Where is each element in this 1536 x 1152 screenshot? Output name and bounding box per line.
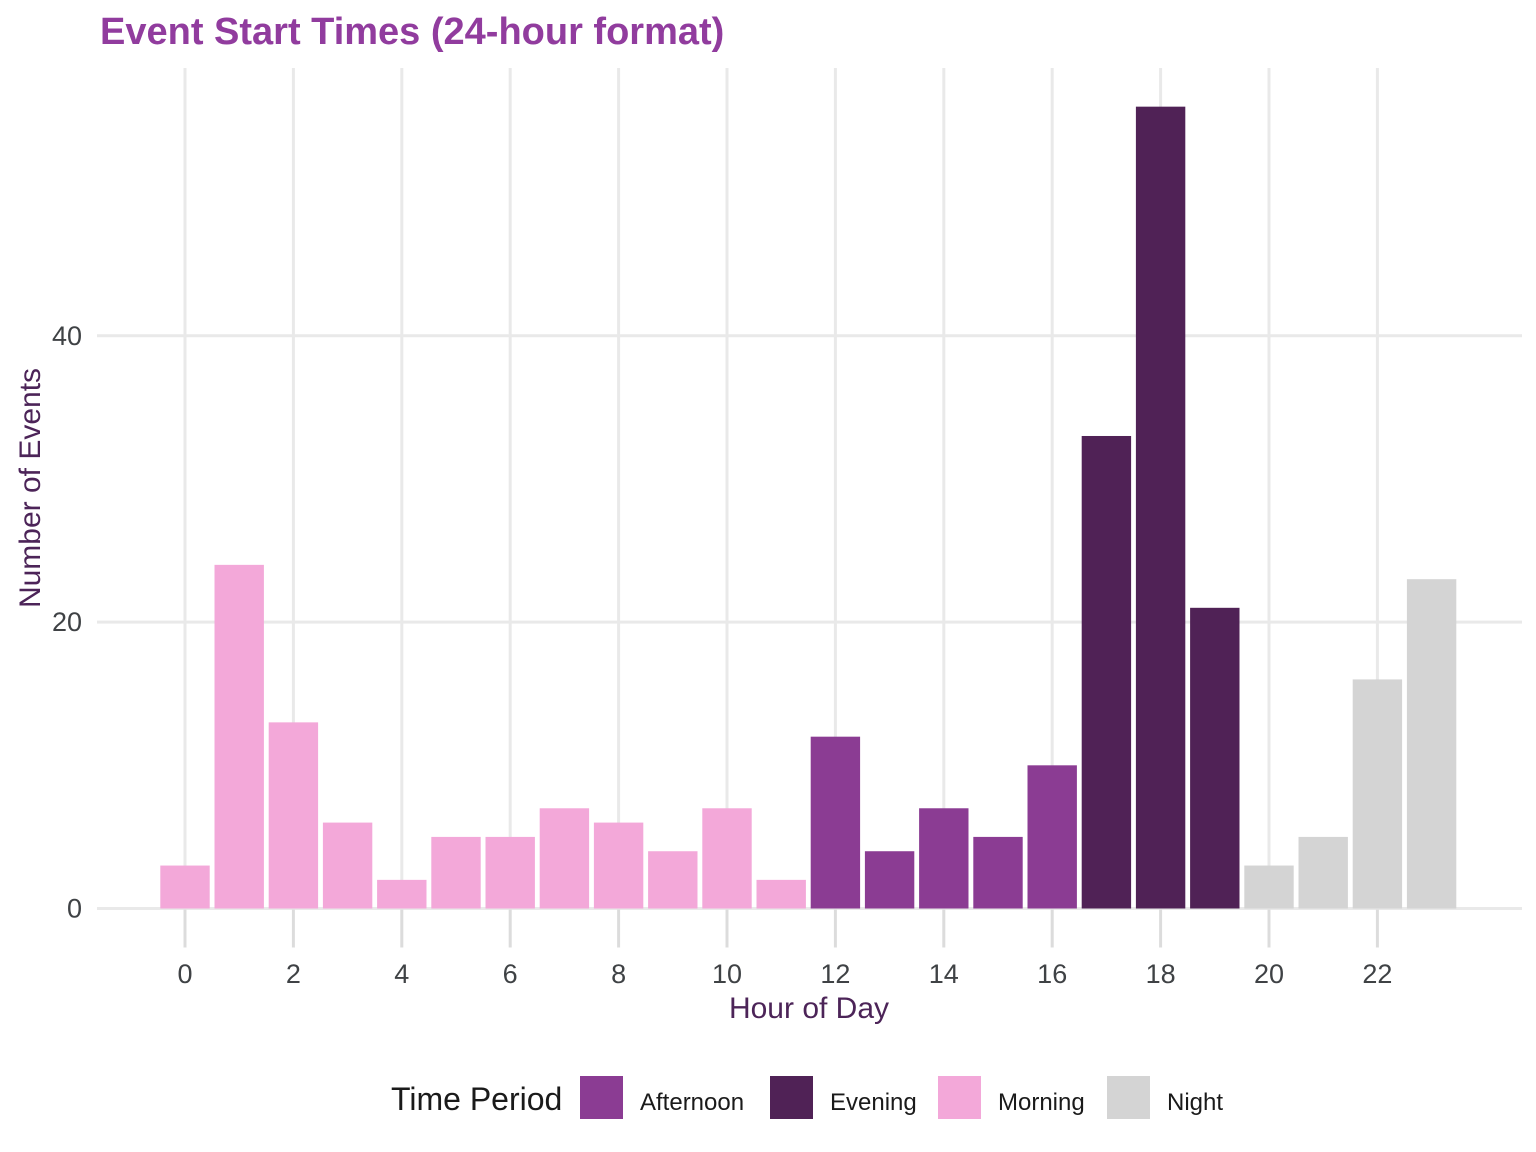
bar-hour-18-evening	[1135, 106, 1186, 909]
bar-hour-19-evening	[1190, 607, 1240, 909]
bar-hour-21-night	[1298, 836, 1348, 909]
bar-hour-6-morning	[485, 836, 535, 909]
bar-hour-0-morning	[160, 865, 210, 909]
bar-hour-4-morning	[377, 879, 427, 909]
x-tick-label-18: 18	[1146, 959, 1176, 989]
legend-title: Time Period	[391, 1081, 562, 1117]
legend-swatch-evening	[770, 1076, 813, 1119]
legend-label-evening: Evening	[830, 1089, 917, 1116]
bar-hour-2-morning	[268, 722, 319, 909]
x-tick-label-2: 2	[286, 959, 301, 989]
chart-title: Event Start Times (24-hour format)	[100, 11, 724, 53]
bar-hour-15-afternoon	[973, 836, 1023, 909]
bar-hour-5-morning	[431, 836, 481, 909]
y-tick-label-40: 40	[52, 321, 82, 351]
x-tick-label-20: 20	[1254, 959, 1284, 989]
x-tick-label-4: 4	[394, 959, 409, 989]
x-tick-label-14: 14	[929, 959, 959, 989]
x-tick-label-8: 8	[611, 959, 626, 989]
x-tick-label-12: 12	[820, 959, 850, 989]
bars-group	[160, 106, 1457, 909]
bar-hour-17-evening	[1081, 435, 1132, 909]
legend-swatch-morning	[938, 1076, 981, 1119]
legend-swatch-night	[1107, 1076, 1150, 1119]
bar-hour-13-afternoon	[864, 851, 915, 909]
x-tick-label-0: 0	[177, 959, 192, 989]
bar-hour-14-afternoon	[919, 808, 969, 909]
bar-hour-7-morning	[539, 808, 590, 909]
x-axis-title: Hour of Day	[729, 992, 889, 1025]
bar-hour-23-night	[1406, 579, 1457, 909]
x-tick-label-16: 16	[1037, 959, 1067, 989]
bar-hour-8-morning	[593, 822, 644, 909]
tick-labels-group: 0 20 40 0 2 4 6 8 10 12 14 16 18 20 22	[52, 321, 1392, 989]
bar-hour-3-morning	[322, 822, 373, 909]
bar-hour-12-afternoon	[810, 736, 861, 909]
bar-hour-1-morning	[214, 564, 264, 909]
bar-hour-11-morning	[756, 879, 806, 909]
legend-label-afternoon: Afternoon	[640, 1089, 744, 1116]
y-tick-label-20: 20	[52, 607, 82, 637]
axis-tick-marks-group	[183, 909, 1379, 948]
legend-swatch-afternoon	[580, 1076, 623, 1119]
x-tick-label-6: 6	[503, 959, 518, 989]
bar-hour-9-morning	[648, 851, 698, 909]
x-tick-label-10: 10	[712, 959, 742, 989]
bar-hour-16-afternoon	[1027, 765, 1077, 909]
y-axis-title: Number of Events	[14, 368, 47, 608]
bar-hour-20-night	[1244, 865, 1294, 909]
legend-label-morning: Morning	[998, 1089, 1085, 1116]
legend-label-night: Night	[1167, 1089, 1223, 1116]
x-tick-label-22: 22	[1362, 959, 1392, 989]
bar-hour-10-morning	[702, 808, 752, 909]
legend: Time Period Afternoon Evening Morning Night	[391, 1076, 1223, 1119]
y-tick-label-0: 0	[67, 894, 82, 924]
bar-hour-22-night	[1352, 679, 1403, 909]
legend-entries-group: Afternoon Evening Morning Night	[580, 1076, 1223, 1119]
